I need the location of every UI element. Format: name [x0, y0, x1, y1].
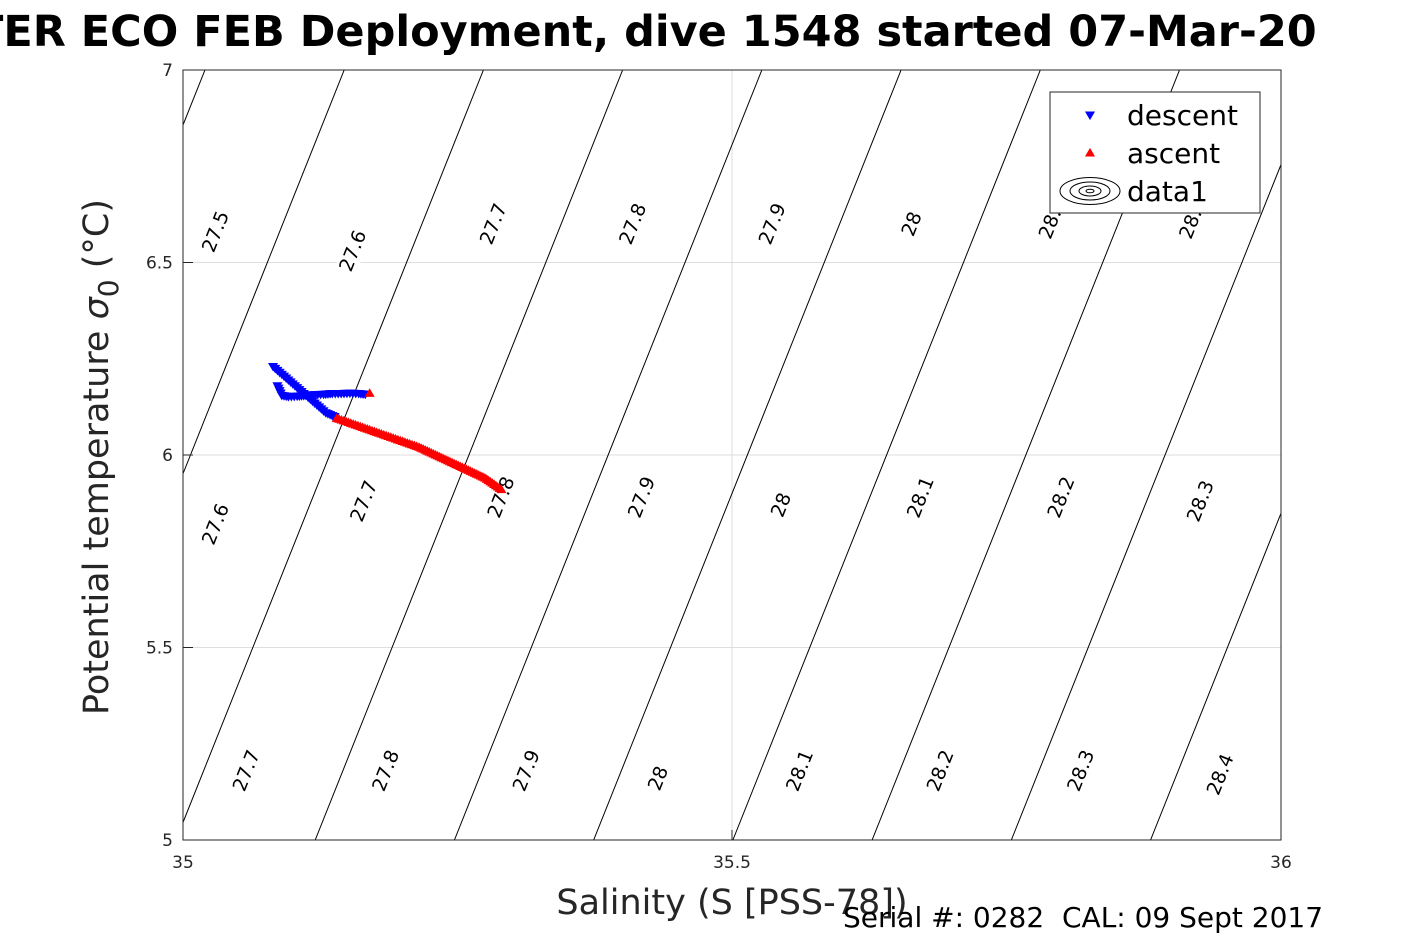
- contour-label-bg: [902, 472, 940, 522]
- contour-label: 27.7: [229, 747, 265, 794]
- contour-label-bg: [754, 199, 791, 249]
- contour-label: 27.9: [755, 200, 791, 247]
- y-tick-label: 7: [162, 61, 173, 81]
- contour-label-bg: [367, 746, 405, 796]
- chart-title-text: TER ECO FEB Deployment, dive 1548 starte…: [0, 7, 1317, 57]
- contour-label: 28.2: [1043, 474, 1079, 521]
- contour-label: 27.7: [346, 477, 382, 524]
- contour-label-bg: [1182, 476, 1220, 526]
- contour-label-bg: [922, 746, 959, 796]
- contour-label-bg: [475, 199, 513, 249]
- contour-label-bg: [1062, 746, 1100, 796]
- contour-label-bg: [197, 499, 235, 549]
- y-axis-label: Potential temperature σ0 (°C): [77, 199, 125, 715]
- y-tick-label: 5: [162, 831, 173, 851]
- x-tick-label: 35: [172, 853, 194, 873]
- legend-label-ascent: ascent: [1127, 137, 1220, 170]
- ascent-point: [496, 484, 507, 494]
- contour-label-bg: [1043, 472, 1080, 522]
- legend-contour-icon: [1059, 177, 1121, 205]
- x-tick-label: 35.5: [713, 853, 751, 873]
- contour-label-bg: [197, 207, 235, 257]
- contour-label: 28.3: [1063, 747, 1099, 794]
- y-tick-label: 5.5: [146, 639, 173, 659]
- serial-calibration-note: Serial #: 0282 CAL: 09 Sept 2017: [843, 901, 1324, 934]
- contour-line: [593, 70, 902, 840]
- contour-label-bg: [763, 480, 800, 530]
- legend[interactable]: descent ascent data1: [1049, 91, 1261, 214]
- legend-contour-icon: [1085, 188, 1095, 194]
- contour-label-bg: [623, 472, 661, 522]
- x-axis-label: Salinity (S [PSS-78]): [556, 883, 907, 923]
- legend-label-descent: descent: [1127, 99, 1238, 132]
- contour-line: [453, 70, 763, 840]
- contour-label: 28.4: [1203, 751, 1239, 798]
- legend-contour-icon: [1078, 185, 1102, 197]
- contour-label: 28.1: [903, 474, 939, 521]
- legend-contour-icon: [1069, 181, 1111, 201]
- contour-label: 27.9: [624, 474, 660, 521]
- contour-line: [314, 70, 624, 840]
- ascent-point: [364, 388, 375, 397]
- contour-line: [732, 70, 1041, 840]
- contour-label-bg: [614, 199, 652, 249]
- contour-line: [183, 70, 484, 824]
- legend-descent-marker: [1084, 111, 1096, 121]
- legend-label-data1: data1: [1127, 175, 1208, 208]
- x-tick-label: 36: [1270, 853, 1292, 873]
- chart-title: TER ECO FEB Deployment, dive 1548 starte…: [0, 4, 1417, 60]
- y-tick-label: 6.5: [146, 254, 173, 274]
- contour-line: [1010, 163, 1281, 840]
- contour-line: [1150, 511, 1281, 840]
- contour-label-bg: [781, 746, 819, 796]
- axis-ticks: 35 35.5 36 5 5.5 6 6.5 7: [146, 61, 1292, 873]
- contour-label: 27.6: [335, 227, 371, 274]
- contour-label: 27.9: [509, 747, 545, 794]
- contour-label-bg: [893, 199, 931, 249]
- contour-label-bg: [228, 746, 266, 796]
- contour-label: 27.6: [198, 501, 234, 548]
- contour-label-bg: [334, 226, 372, 276]
- y-tick-label: 6: [162, 446, 173, 466]
- contour-label: 28.2: [923, 747, 959, 794]
- contour-labels: 27.5 27.627.7 27.8 27.9 28 28. 28.27.6 27.7 27.8…: [197, 199, 1239, 803]
- contour-label-bg: [345, 476, 383, 526]
- contour-label-bg: [508, 746, 546, 796]
- data-points: [268, 362, 507, 494]
- contour-label: 27.8: [615, 200, 651, 247]
- legend-ascent-marker: [1084, 147, 1096, 157]
- contour-label-bg: [640, 753, 677, 803]
- contour-label: 27.5: [198, 208, 234, 255]
- contour-label-bg: [483, 472, 520, 522]
- contour-label: 27.8: [368, 747, 404, 794]
- contour-label-bg: [1202, 750, 1239, 800]
- legend-box: [1049, 91, 1261, 214]
- contour-label: 27.7: [476, 200, 512, 247]
- contour-label: 28.3: [1183, 477, 1219, 524]
- contour-label: 28.1: [782, 747, 818, 794]
